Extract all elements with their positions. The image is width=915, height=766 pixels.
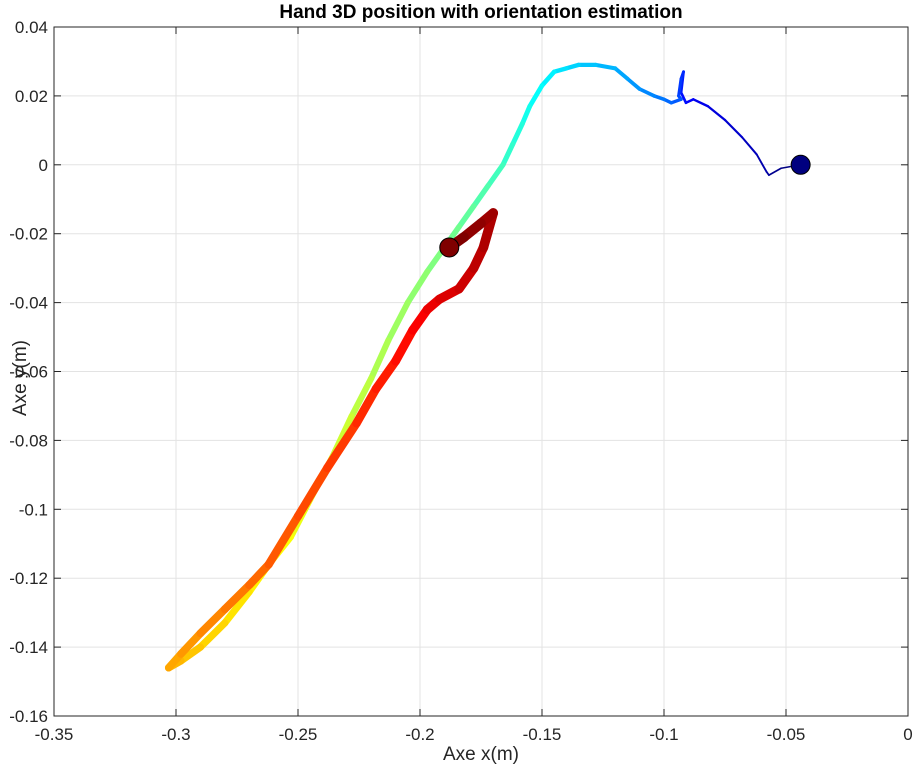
trajectory-segment (221, 588, 253, 627)
x-tick-label: -0.35 (35, 725, 74, 744)
trajectory-segment (196, 619, 229, 651)
trajectory-series (164, 62, 802, 672)
y-tick-label: 0 (39, 156, 48, 175)
x-tick-label: -0.15 (523, 725, 562, 744)
trajectory-segment (456, 203, 477, 230)
trajectory-segment (196, 605, 229, 638)
trajectory-segment (677, 77, 683, 98)
y-tick-label: -0.14 (9, 638, 48, 657)
trajectory-segment (520, 103, 533, 126)
x-tick-labels: -0.35 -0.3 -0.25 -0.2 -0.15 -0.1 -0.05 0 (35, 725, 913, 744)
x-axis-label: Axe x(m) (443, 744, 519, 765)
trajectory-segment (669, 97, 683, 105)
start-point-marker (790, 154, 811, 175)
trajectory-segment (706, 105, 727, 122)
x-tick-label: -0.05 (767, 725, 806, 744)
x-tick-label: -0.3 (161, 725, 190, 744)
trajectory-segment (613, 66, 630, 81)
y-tick-label: 0.04 (15, 18, 48, 37)
trajectory-segment (177, 629, 205, 658)
trajectory-segment (625, 76, 642, 91)
y-tick-label: -0.1 (19, 500, 48, 519)
x-tick-label: -0.2 (405, 725, 434, 744)
trajectory-segment (679, 91, 688, 105)
trajectory-segment (293, 463, 332, 521)
trajectory-segment (510, 120, 525, 147)
y-tick-label: 0.02 (15, 87, 48, 106)
trajectory-segment (741, 136, 758, 156)
trajectory-segment (371, 356, 400, 394)
trajectory-segment (539, 69, 557, 88)
y-tick-label: -0.02 (9, 225, 48, 244)
y-tick-label: -0.04 (9, 294, 48, 313)
trajectory-segment (177, 643, 205, 665)
trajectory-segment (348, 375, 375, 420)
trajectory-segment (368, 337, 392, 382)
y-tick-labels: 0.04 0.02 0 -0.02 -0.04 -0.06 -0.08 -0.1 -0.12 -0… (9, 18, 48, 726)
x-tick-label: -0.1 (649, 725, 678, 744)
trajectory-segment (485, 162, 506, 189)
y-tick-label: -0.06 (9, 363, 48, 382)
tick-marks (53, 26, 909, 717)
trajectory-segment (352, 384, 381, 428)
trajectory-segment (245, 560, 273, 590)
trajectory-segment (723, 118, 744, 139)
trajectory-segment (637, 87, 657, 98)
y-axis-label: Axe y(m) (10, 340, 31, 416)
y-tick-label: -0.16 (9, 707, 48, 726)
endpoint-markers (439, 154, 811, 258)
trajectory-segment (264, 512, 303, 569)
trajectory-segment (323, 418, 361, 473)
y-tick-label: -0.08 (9, 431, 48, 450)
end-point-marker (439, 237, 460, 258)
trajectory-segment (755, 153, 768, 173)
trajectory-segment (500, 141, 516, 168)
trajectory-segment (385, 299, 411, 344)
trajectory-segment (768, 167, 782, 176)
y-tick-label: -0.12 (9, 569, 48, 588)
trajectory-segment (684, 98, 695, 105)
trajectory-segment (470, 182, 492, 209)
trajectory-segment (527, 83, 545, 109)
trajectory-segment (692, 98, 710, 108)
chart-title: Hand 3D position with orientation estima… (279, 2, 682, 23)
x-tick-label: -0.25 (279, 725, 318, 744)
trajectory-segment (404, 268, 431, 306)
x-tick-label: 0 (903, 725, 912, 744)
trajectory-segment (593, 62, 618, 71)
trajectory-segment (220, 581, 254, 614)
trajectory-segment (391, 325, 418, 366)
